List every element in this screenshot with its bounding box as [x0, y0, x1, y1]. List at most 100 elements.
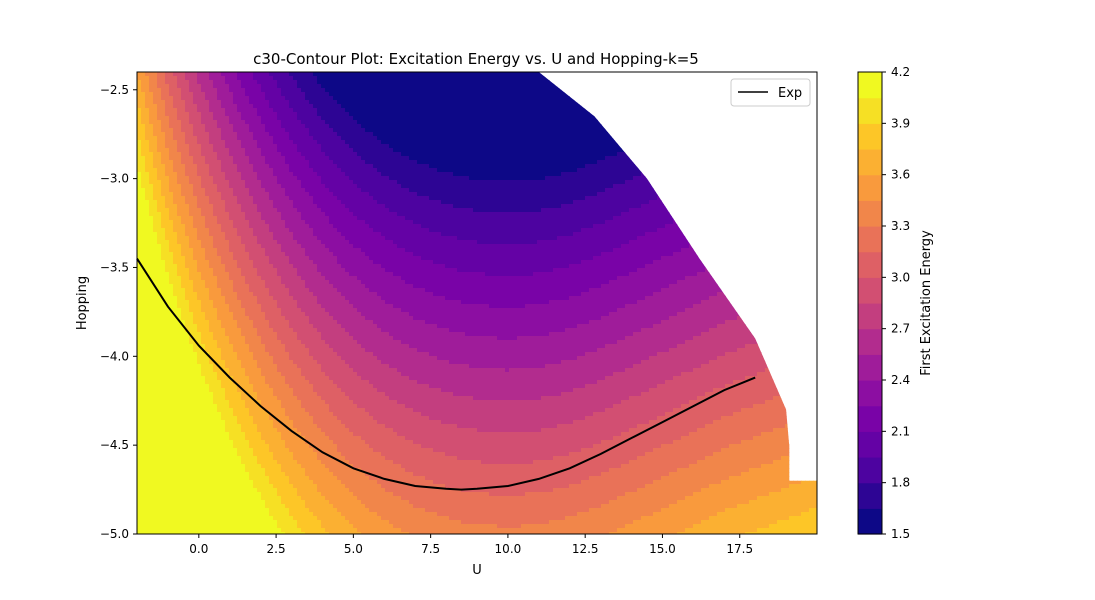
contour-cell — [329, 148, 334, 153]
contour-cell — [641, 172, 646, 177]
contour-cell — [645, 144, 650, 149]
contour-cell — [329, 120, 334, 125]
contour-cell — [457, 96, 462, 101]
contour-cell — [653, 108, 658, 113]
contour-cell — [205, 76, 210, 81]
contour-cell — [201, 176, 206, 181]
contour-cell — [433, 92, 438, 97]
contour-cell — [189, 184, 194, 189]
contour-cell — [421, 100, 426, 105]
contour-cell — [605, 148, 610, 153]
contour-cell — [361, 100, 366, 105]
contour-cell — [677, 152, 682, 157]
contour-cell — [261, 132, 266, 137]
contour-cell — [457, 116, 462, 121]
contour-cell — [325, 108, 330, 113]
contour-cell — [233, 108, 238, 113]
contour-cell — [453, 168, 458, 173]
contour-cell — [421, 108, 426, 113]
contour-cell — [197, 168, 202, 173]
contour-cell — [373, 124, 378, 129]
contour-cell — [589, 156, 594, 161]
contour-cell — [765, 140, 770, 145]
contour-cell — [417, 100, 422, 105]
contour-cell — [673, 168, 678, 173]
contour-cell — [361, 136, 366, 141]
contour-cell — [185, 144, 190, 149]
contour-cell — [373, 120, 378, 125]
contour-cell — [729, 72, 734, 77]
contour-cell — [197, 172, 202, 177]
contour-cell — [465, 84, 470, 89]
contour-cell — [697, 144, 702, 149]
contour-cell — [697, 104, 702, 109]
contour-cell — [761, 148, 766, 153]
contour-cell — [181, 148, 186, 153]
contour-cell — [369, 88, 374, 93]
contour-cell — [633, 128, 638, 133]
contour-cell — [505, 80, 510, 85]
contour-cell — [545, 160, 550, 165]
contour-cell — [573, 184, 578, 189]
contour-cell — [225, 188, 230, 193]
contour-cell — [561, 176, 566, 181]
contour-cell — [581, 96, 586, 101]
contour-cell — [265, 144, 270, 149]
contour-cell — [409, 132, 414, 137]
contour-cell — [613, 108, 618, 113]
contour-cell — [389, 168, 394, 173]
contour-cell — [433, 124, 438, 129]
contour-cell — [173, 84, 178, 89]
contour-cell — [657, 100, 662, 105]
contour-cell — [473, 100, 478, 105]
contour-cell — [733, 176, 738, 181]
contour-cell — [397, 144, 402, 149]
contour-cell — [661, 160, 666, 165]
contour-cell — [189, 100, 194, 105]
contour-cell — [381, 92, 386, 97]
contour-cell — [257, 120, 262, 125]
contour-cell — [345, 148, 350, 153]
contour-cell — [365, 140, 370, 145]
contour-cell — [641, 104, 646, 109]
contour-cell — [325, 104, 330, 109]
contour-cell — [369, 132, 374, 137]
contour-cell — [241, 120, 246, 125]
contour-cell — [605, 168, 610, 173]
contour-cell — [217, 180, 222, 185]
contour-cell — [489, 96, 494, 101]
contour-cell — [505, 168, 510, 173]
contour-cell — [285, 80, 290, 85]
contour-cell — [777, 120, 782, 125]
contour-cell — [253, 160, 258, 165]
contour-cell — [209, 144, 214, 149]
contour-cell — [369, 120, 374, 125]
contour-cell — [137, 156, 142, 161]
contour-cell — [569, 184, 574, 189]
contour-cell — [493, 164, 498, 169]
contour-cell — [437, 88, 442, 93]
contour-cell — [425, 172, 430, 177]
contour-cell — [549, 108, 554, 113]
contour-cell — [337, 184, 342, 189]
contour-cell — [221, 80, 226, 85]
contour-cell — [205, 124, 210, 129]
contour-cell — [497, 100, 502, 105]
contour-cell — [425, 108, 430, 113]
contour-cell — [617, 116, 622, 121]
contour-cell — [733, 112, 738, 117]
contour-cell — [593, 172, 598, 177]
contour-cell — [581, 100, 586, 105]
contour-cell — [473, 92, 478, 97]
contour-cell — [521, 176, 526, 181]
contour-cell — [257, 188, 262, 193]
contour-cell — [773, 144, 778, 149]
contour-cell — [741, 172, 746, 177]
contour-cell — [485, 84, 490, 89]
contour-cell — [201, 76, 206, 81]
contour-cell — [149, 172, 154, 177]
contour-cell — [317, 108, 322, 113]
contour-cell — [701, 76, 706, 81]
contour-cell — [337, 92, 342, 97]
contour-cell — [385, 172, 390, 177]
